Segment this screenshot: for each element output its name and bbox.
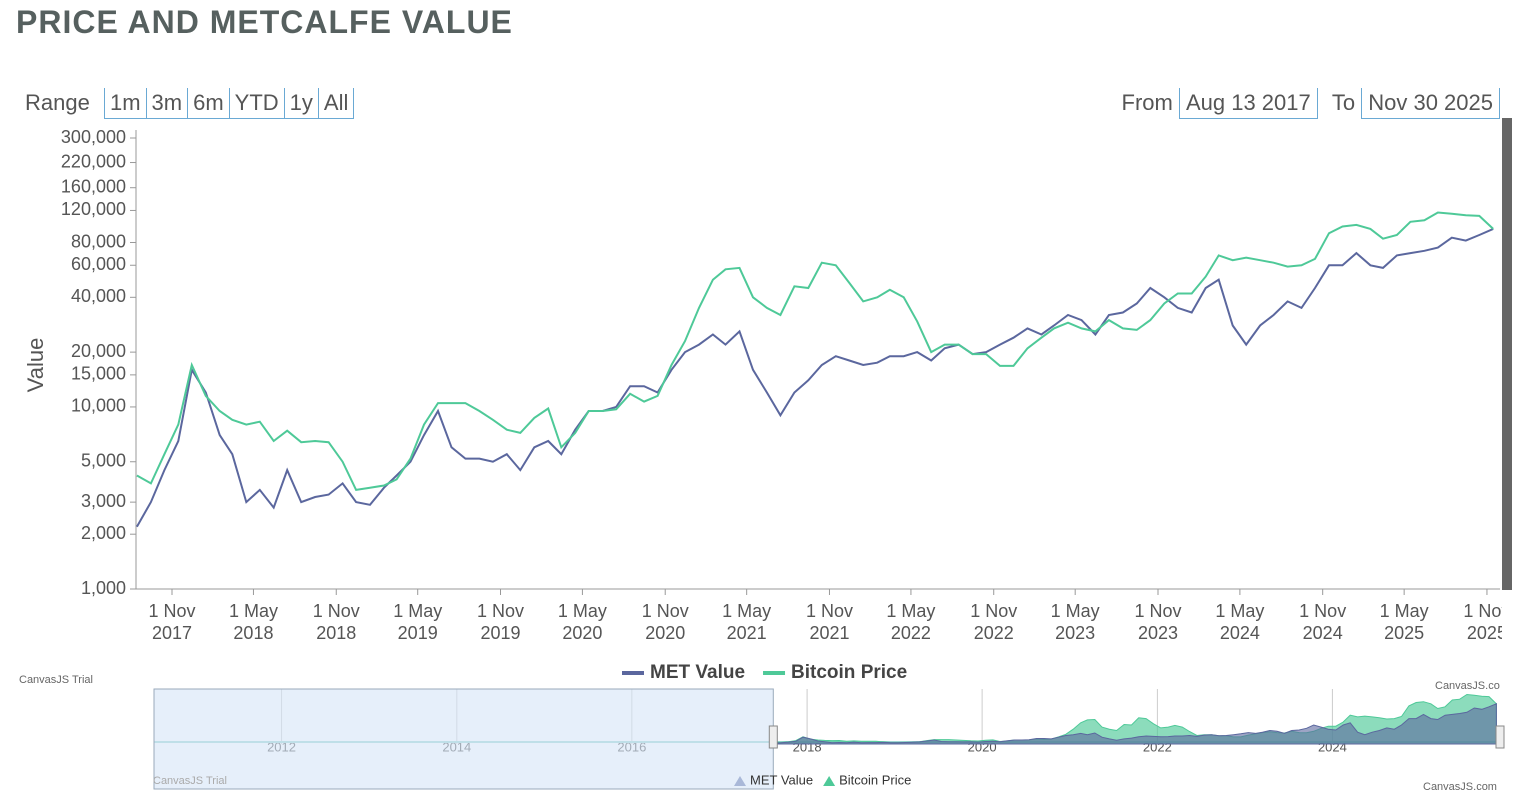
range-selector: Range 1m 3m 6m YTD 1y All bbox=[25, 88, 355, 119]
x-tick-label: 1 Nov 2019 bbox=[476, 601, 525, 643]
x-tick-label: 1 May 2023 bbox=[1050, 601, 1100, 643]
x-tick-label: 1 May 2019 bbox=[393, 601, 443, 643]
y-tick-label: 15,000 bbox=[71, 364, 126, 384]
x-tick-label: 1 May 2025 bbox=[1379, 601, 1429, 643]
x-tick-label: 1 May 2024 bbox=[1215, 601, 1265, 643]
navigator-legend-marker bbox=[823, 776, 836, 786]
navigator-mask bbox=[153, 688, 774, 790]
range-label: Range bbox=[25, 90, 90, 115]
range-button[interactable]: All bbox=[318, 88, 355, 119]
to-input[interactable]: Nov 30 2025 bbox=[1361, 88, 1500, 119]
x-tick-labels: 1 Nov 2017 1 May 2018 1 Nov 2018 1 May 2019… bbox=[96, 600, 1502, 650]
chart-title: PRICE AND METCALFE VALUE bbox=[16, 4, 513, 40]
from-input[interactable]: Aug 13 2017 bbox=[1178, 88, 1318, 119]
y-tick-label: 300,000 bbox=[61, 127, 126, 147]
x-tick-label: 1 May 2018 bbox=[228, 601, 278, 643]
range-buttons: 1m 3m 6m YTD 1y All bbox=[103, 88, 355, 119]
legend-label: Bitcoin Price bbox=[791, 662, 907, 683]
y-tick-label: 160,000 bbox=[61, 176, 126, 196]
y-tick-label: 220,000 bbox=[61, 151, 126, 171]
range-button[interactable]: 1m bbox=[103, 88, 147, 119]
x-tick-label: 1 May 2021 bbox=[722, 601, 772, 643]
watermark: CanvasJS Trial bbox=[153, 775, 227, 787]
range-button[interactable]: 1y bbox=[284, 88, 319, 119]
x-tick-label: 1 Nov 2025 bbox=[1463, 601, 1502, 643]
range-button[interactable]: 6m bbox=[188, 88, 230, 119]
y-tick-label: 2,000 bbox=[81, 523, 126, 543]
y-axis-title: Value bbox=[23, 338, 48, 393]
navigator-legend-marker bbox=[734, 776, 746, 786]
watermark: CanvasJS.com bbox=[1423, 781, 1497, 793]
x-tick-label: 1 May 2020 bbox=[557, 601, 607, 643]
legend-label: MET Value bbox=[650, 662, 745, 683]
x-tick-label: 1 Nov 2024 bbox=[1299, 601, 1347, 643]
x-tick-label: 1 Nov 2017 bbox=[148, 601, 196, 643]
line-series bbox=[136, 227, 1494, 528]
line-series bbox=[136, 211, 1494, 492]
date-range: From Aug 13 2017 To Nov 30 2025 bbox=[1121, 88, 1500, 119]
y-tick-label: 120,000 bbox=[61, 199, 126, 219]
y-tick-label: 20,000 bbox=[71, 341, 126, 361]
x-tick-label: 1 Nov 2022 bbox=[970, 601, 1018, 643]
x-tick-label: 1 Nov 2018 bbox=[312, 601, 360, 643]
watermark: CanvasJS Trial bbox=[19, 674, 93, 686]
x-tick-label: 1 Nov 2020 bbox=[641, 601, 689, 643]
y-tick-label: 10,000 bbox=[71, 396, 126, 416]
watermark: CanvasJS.com bbox=[1435, 680, 1500, 692]
from-label: From bbox=[1121, 90, 1173, 115]
navigator-legend-label: Bitcoin Price bbox=[839, 772, 911, 787]
y-tick-label: 1,000 bbox=[81, 578, 126, 598]
y-tick-label: 60,000 bbox=[71, 254, 126, 274]
navigator-handle bbox=[1495, 725, 1505, 749]
y-tick-label: 5,000 bbox=[81, 450, 126, 470]
range-button[interactable]: YTD bbox=[229, 88, 285, 119]
y-tick-label: 40,000 bbox=[71, 286, 126, 306]
navigator-handle bbox=[768, 725, 778, 749]
navigator-area bbox=[773, 703, 1497, 745]
y-tick-label: 3,000 bbox=[81, 491, 126, 511]
range-button[interactable]: 3m bbox=[146, 88, 189, 119]
to-label: To bbox=[1331, 90, 1356, 115]
navigator-legend-label: MET Value bbox=[750, 772, 813, 787]
y-tick-label: 80,000 bbox=[71, 231, 126, 251]
x-tick-label: 1 Nov 2023 bbox=[1134, 601, 1182, 643]
x-tick-label: 1 May 2022 bbox=[886, 601, 936, 643]
scrollbar bbox=[1502, 118, 1512, 590]
x-tick-label: 1 Nov 2021 bbox=[805, 601, 853, 643]
